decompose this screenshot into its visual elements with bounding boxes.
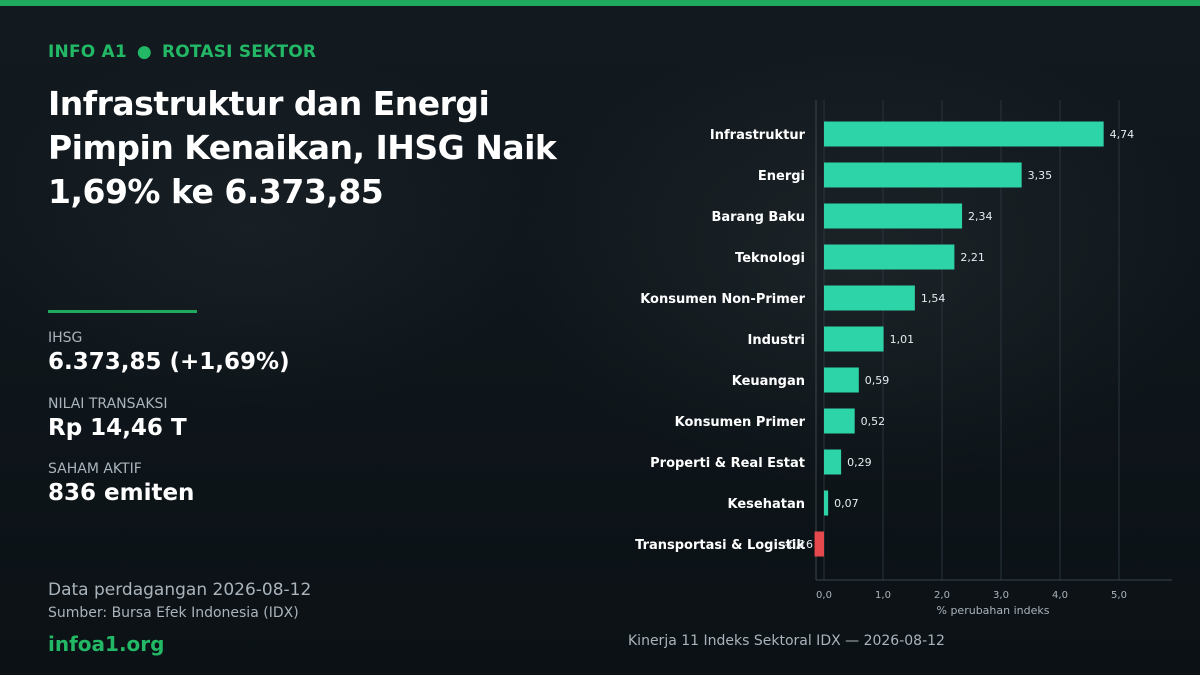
- value-label-6: 0,59: [865, 374, 890, 387]
- ihsg-value: 6.373,85 (+1,69%): [48, 349, 290, 375]
- category-label-1: Energi: [758, 169, 805, 184]
- bar-5: [824, 326, 884, 352]
- section-label: ROTASI SEKTOR: [161, 42, 317, 62]
- headline-line-1: Infrastruktur dan Energi: [48, 84, 490, 123]
- x-tick-label-0: 0,0: [816, 590, 832, 601]
- transaction-label: NILAI TRANSAKSI: [48, 396, 168, 412]
- page-title: Infrastruktur dan Energi Pimpin Kenaikan…: [48, 82, 588, 214]
- value-label-1: 3,35: [1028, 169, 1053, 182]
- site-link[interactable]: infoa1.org: [48, 632, 165, 656]
- x-tick-label-4: 4,0: [1052, 590, 1068, 601]
- category-label-4: Konsumen Non-Primer: [640, 292, 805, 307]
- bar-10: [814, 531, 824, 557]
- bar-8: [824, 449, 842, 475]
- category-label-9: Kesehatan: [728, 497, 806, 512]
- source-note: Sumber: Bursa Efek Indonesia (IDX): [48, 605, 299, 621]
- bar-0: [824, 121, 1104, 147]
- x-tick-label-3: 3,0: [993, 590, 1009, 601]
- bar-2: [824, 203, 963, 229]
- top-accent-bar: [0, 0, 1200, 6]
- divider: [48, 310, 197, 313]
- sector-bar-chart: Infrastruktur 4,74 Energi 3,35 Barang Baku 2,…: [635, 100, 1172, 617]
- value-label-10: -0,16: [785, 538, 813, 551]
- bar-9: [824, 490, 829, 516]
- bar-7: [824, 408, 855, 434]
- category-label-8: Properti & Real Estat: [650, 456, 805, 471]
- ihsg-label: IHSG: [48, 330, 83, 346]
- value-label-7: 0,52: [861, 415, 886, 428]
- bar-1: [824, 162, 1022, 188]
- category-label-5: Industri: [748, 333, 805, 348]
- x-tick-label-5: 5,0: [1111, 590, 1127, 601]
- category-label-7: Konsumen Primer: [675, 415, 806, 430]
- value-label-3: 2,21: [960, 251, 985, 264]
- bar-6: [824, 367, 859, 393]
- x-tick-label-1: 1,0: [875, 590, 891, 601]
- value-label-4: 1,54: [921, 292, 946, 305]
- value-label-2: 2,34: [968, 210, 993, 223]
- chart-caption: Kinerja 11 Indeks Sektoral IDX — 2026-08…: [628, 633, 945, 649]
- x-tick-label-2: 2,0: [934, 590, 950, 601]
- headline-line-3: 1,69% ke 6.373,85: [48, 172, 384, 211]
- transaction-value: Rp 14,46 T: [48, 415, 187, 441]
- category-label-10: Transportasi & Logistik: [635, 538, 805, 553]
- kicker: INFO A1 ● ROTASI SEKTOR: [48, 42, 316, 62]
- category-label-6: Keuangan: [732, 374, 805, 389]
- value-label-0: 4,74: [1110, 128, 1135, 141]
- value-label-9: 0,07: [834, 497, 859, 510]
- bar-4: [824, 285, 915, 311]
- trade-date-note: Data perdagangan 2026-08-12: [48, 580, 312, 600]
- bar-3: [824, 244, 955, 270]
- x-axis-title: % perubahan indeks: [937, 604, 1050, 617]
- category-label-0: Infrastruktur: [710, 128, 806, 143]
- active-stocks-label: SAHAM AKTIF: [48, 461, 142, 477]
- value-label-8: 0,29: [847, 456, 872, 469]
- brand-label: INFO A1: [48, 42, 127, 62]
- category-label-3: Teknologi: [735, 251, 805, 266]
- value-label-5: 1,01: [890, 333, 915, 346]
- category-label-2: Barang Baku: [711, 210, 805, 225]
- separator-dot: ●: [136, 42, 152, 62]
- headline-line-2: Pimpin Kenaikan, IHSG Naik: [48, 128, 557, 167]
- active-stocks-value: 836 emiten: [48, 480, 195, 506]
